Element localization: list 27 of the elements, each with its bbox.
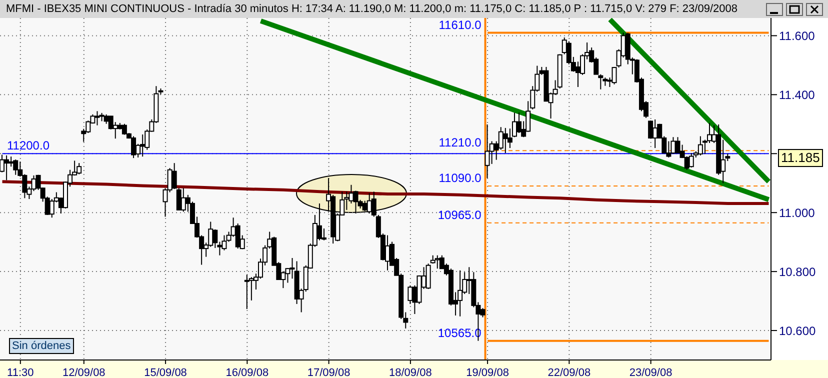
candlestick [408, 284, 413, 304]
candlestick [426, 263, 431, 290]
annotation: Sin órdenes [9, 338, 74, 354]
candlestick [244, 274, 250, 310]
x-tick-label: 22/09/08 [548, 367, 591, 378]
candlestick [362, 200, 368, 212]
x-tick-label: 12/09/08 [62, 367, 106, 378]
ref-line-label: 11200.0 [7, 138, 50, 153]
x-tick-label: 15/09/08 [144, 367, 187, 378]
x-tick-label: 18/09/08 [389, 367, 432, 378]
candlestick [4, 154, 10, 181]
y-tick-label: 11.000 [779, 206, 816, 220]
chart-title: MFMI - IBEX35 MINI CONTINUOUS - Intradía 30 minutos H: 17:34 A: 11.190,0 M: 11.200,0 m: 11.175,0 C: 11.185,0 P : 11.715,0 V: 279 F: 23/09/2008 [0, 0, 828, 18]
y-tick-label: 10.800 [779, 264, 816, 279]
ref-line-label: 11090.0 [438, 171, 482, 186]
x-tick-label: 23/09/08 [629, 367, 672, 378]
ref-line-label: 11210.0 [438, 136, 482, 150]
y-tick-label: 11.400 [779, 88, 816, 102]
ref-line-label: 10965.0 [438, 208, 482, 222]
text: 11.185 [778, 149, 823, 168]
y-tick-label: 11.600 [779, 28, 816, 43]
y-tick-label: 10.600 [779, 324, 816, 338]
x-tick-label: 17/09/08 [307, 367, 350, 378]
x-tick-label: 16/09/08 [226, 367, 269, 378]
x-tick-label: 19/09/08 [466, 367, 509, 378]
x-tick-label: 11:30 [7, 367, 34, 378]
ref-line-label: 11610.0 [438, 18, 482, 32]
